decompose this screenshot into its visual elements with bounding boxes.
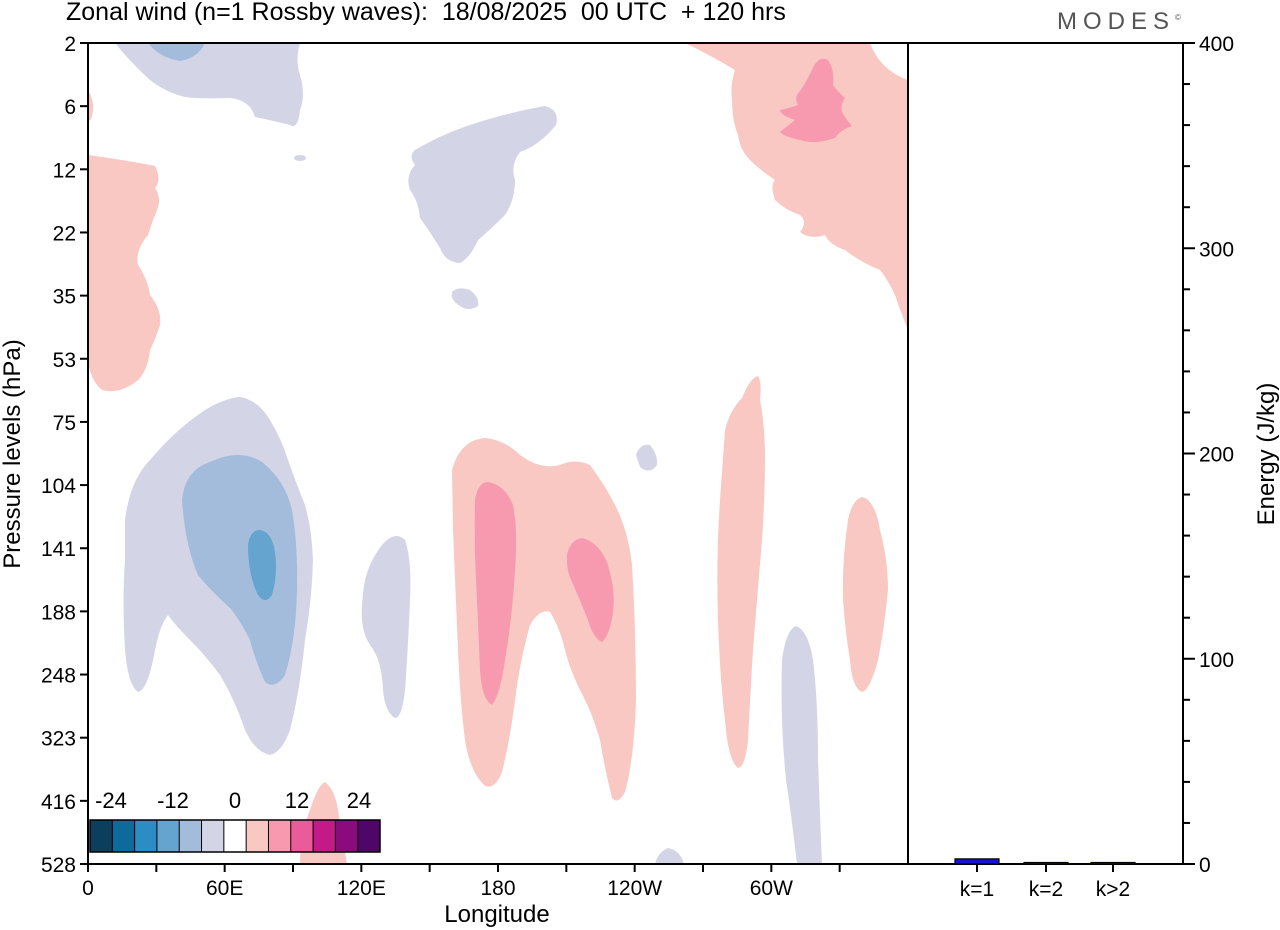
energy-tick-label: 300: [1199, 238, 1234, 261]
colorbar-swatch: [112, 820, 135, 852]
colorbar-swatch: [357, 820, 380, 852]
y-tick-label: 75: [53, 412, 76, 435]
x-tick-label: 120W: [607, 877, 662, 900]
colorbar-label: -24: [95, 788, 127, 813]
energy-category-label: k=2: [1029, 878, 1063, 901]
colorbar-swatch: [335, 820, 358, 852]
x-tick-label: 0: [82, 877, 94, 900]
contour-region: [88, 90, 94, 122]
colorbar-frame: [89, 819, 381, 853]
x-tick-label: 120E: [337, 877, 386, 900]
y-tick-label: 53: [53, 349, 76, 372]
x-tick-label: 60E: [206, 877, 243, 900]
colorbar: -24 -12 0 12 24: [89, 788, 381, 853]
energy-tick-label: 400: [1199, 33, 1234, 56]
x-axis-title: Longitude: [444, 901, 549, 928]
contour-region: [148, 43, 205, 61]
energy-bar: [954, 858, 1000, 865]
energy-category-label: k>2: [1096, 878, 1130, 901]
contour-region: [781, 626, 822, 864]
x-tick-label: 60W: [750, 877, 793, 900]
y-tick-label: 188: [41, 601, 76, 624]
colorbar-label: -12: [157, 788, 189, 813]
colorbar-label: 0: [229, 788, 241, 813]
energy-tick-label: 0: [1199, 854, 1211, 877]
y-axis-title: Pressure levels (hPa): [0, 339, 26, 568]
copyright-mark: ©: [1175, 13, 1181, 22]
contour-region: [115, 43, 303, 126]
contour-region: [451, 288, 479, 309]
contour-region: [842, 497, 888, 692]
y-tick-label: 6: [64, 96, 76, 119]
y-tick-label: 22: [53, 222, 76, 245]
contour-field: [88, 43, 908, 864]
contour-region: [248, 530, 276, 600]
y-tick-label: 35: [53, 286, 76, 309]
y-tick-label: 323: [41, 728, 76, 751]
energy-bar: [1023, 861, 1069, 865]
contour-region: [717, 376, 765, 768]
colorbar-swatch: [223, 820, 247, 852]
colorbar-swatch: [246, 820, 269, 852]
y-tick-label: 141: [41, 538, 76, 561]
contour-region: [88, 155, 161, 392]
y-tick-label: 528: [41, 854, 76, 877]
energy-category-label: k=1: [960, 878, 994, 901]
contour-region: [566, 538, 614, 642]
y-tick-label: 416: [41, 791, 76, 814]
x-tick-label: 180: [480, 877, 515, 900]
contour-region: [655, 848, 684, 864]
colorbar-swatch: [290, 820, 314, 852]
colorbar-label: 12: [285, 788, 309, 813]
colorbar-swatch: [179, 820, 202, 852]
colorbar-swatch: [201, 820, 224, 852]
modes-logo-text: MODES: [1057, 8, 1176, 35]
contour-region: [780, 58, 852, 143]
contour-region: [636, 444, 658, 471]
contour-region: [685, 43, 908, 330]
y-tick-label: 12: [53, 159, 76, 182]
energy-bar: [1090, 861, 1136, 865]
longitude-axis: 0 60E 120E 180 120W 60W: [82, 864, 841, 900]
chart-title: Zonal wind (n=1 Rossby waves): 18/08/202…: [66, 0, 786, 26]
colorbar-swatch: [313, 820, 336, 852]
y-tick-label: 104: [41, 475, 76, 498]
energy-axis-title: Energy (J/kg): [1253, 383, 1280, 526]
contour-region: [182, 455, 298, 685]
colorbar-swatch: [134, 820, 157, 852]
pressure-axis: 2 6 12 22 35 53 75 104 141 188 248 323 416 528: [41, 33, 88, 877]
energy-plot-frame: [907, 42, 1184, 865]
colorbar-swatch: [156, 820, 180, 852]
contour-region: [408, 106, 557, 263]
y-tick-label: 2: [64, 33, 76, 56]
colorbar-label: 24: [347, 788, 371, 813]
modes-logo: MODES©: [1057, 8, 1181, 36]
energy-tick-label: 100: [1199, 649, 1234, 672]
energy-bars: k=1 k=2 k>2: [954, 858, 1136, 901]
y-tick-label: 248: [41, 665, 76, 688]
contour-region: [474, 482, 517, 705]
contour-region: [294, 155, 306, 161]
colorbar-swatch: [90, 820, 113, 852]
energy-tick-label: 200: [1199, 444, 1234, 467]
contour-region: [361, 536, 411, 718]
colorbar-swatch: [268, 820, 291, 852]
energy-axis: 0 100 200 300 400: [1183, 33, 1234, 877]
